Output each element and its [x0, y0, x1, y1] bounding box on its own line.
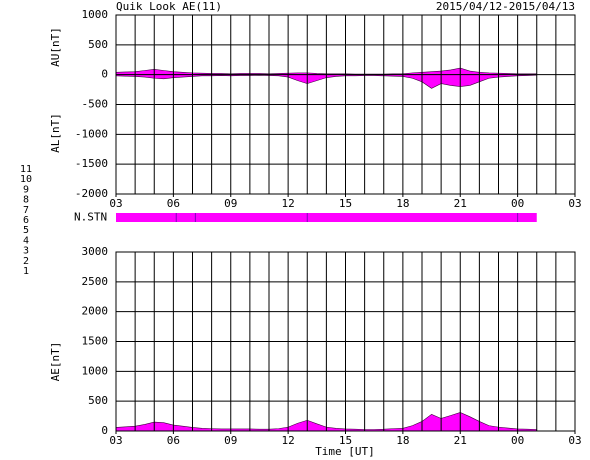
x-axis-label: Time [UT] — [315, 445, 375, 458]
area — [115, 74, 538, 89]
legend-entry: 11 — [20, 164, 32, 175]
legend-entry: 2 — [23, 256, 29, 267]
legend-entry: 10 — [20, 174, 32, 185]
y-tick-label: -1000 — [75, 127, 108, 140]
chart-title: Quik Look AE(11) — [116, 0, 222, 13]
y-tick-label: 0 — [101, 424, 108, 437]
x-tick-label: 12 — [282, 197, 295, 210]
x-tick-label: 03 — [109, 434, 122, 447]
y-tick-label: -2000 — [75, 187, 108, 200]
legend-entry: 7 — [23, 205, 29, 216]
y-axis-label: AL[nT] — [49, 113, 62, 153]
legend-entry: 8 — [23, 195, 29, 206]
x-tick-label: 00 — [511, 434, 524, 447]
x-tick-label: 15 — [339, 434, 352, 447]
x-tick-label: 21 — [454, 197, 467, 210]
x-tick-label: 09 — [224, 197, 237, 210]
y-tick-label: 500 — [88, 38, 108, 51]
legend-entry: 9 — [23, 184, 29, 195]
y-tick-label: 3000 — [82, 245, 109, 258]
legend-entry: 1 — [23, 266, 29, 277]
station-bar — [116, 213, 537, 222]
y-axis-label: AE[nT] — [49, 342, 62, 382]
x-tick-label: 03 — [568, 434, 581, 447]
x-tick-label: 03 — [568, 197, 581, 210]
legend-entry: 6 — [23, 215, 29, 226]
area — [115, 67, 538, 75]
y-tick-label: 500 — [88, 394, 108, 407]
legend-entry: 4 — [23, 235, 29, 246]
y-tick-label: -500 — [82, 98, 109, 111]
x-tick-label: 09 — [224, 434, 237, 447]
x-tick-label: 18 — [396, 434, 409, 447]
x-tick-label: 06 — [167, 434, 180, 447]
y-tick-label: 1500 — [82, 335, 109, 348]
plot-frame — [115, 251, 576, 432]
plot-frame — [115, 14, 576, 195]
x-tick-label: 03 — [109, 197, 122, 210]
x-tick-label: 12 — [282, 434, 295, 447]
y-tick-label: 0 — [101, 68, 108, 81]
x-tick-label: 00 — [511, 197, 524, 210]
y-tick-label: 2500 — [82, 275, 109, 288]
x-tick-label: 18 — [396, 197, 409, 210]
x-tick-label: 06 — [167, 197, 180, 210]
y-tick-label: 1000 — [82, 8, 109, 21]
legend-entry: 5 — [23, 225, 29, 236]
legend-entry: 3 — [23, 246, 29, 257]
area — [115, 412, 538, 432]
x-tick-label: 15 — [339, 197, 352, 210]
y-tick-label: -1500 — [75, 157, 108, 170]
timeline-label: N.STN — [74, 211, 107, 224]
y-tick-label: 2000 — [82, 305, 109, 318]
y-tick-label: 1000 — [82, 364, 109, 377]
y-axis-label: AU[nT] — [49, 27, 62, 67]
date-range: 2015/04/12-2015/04/13 — [436, 0, 575, 13]
x-tick-label: 21 — [454, 434, 467, 447]
